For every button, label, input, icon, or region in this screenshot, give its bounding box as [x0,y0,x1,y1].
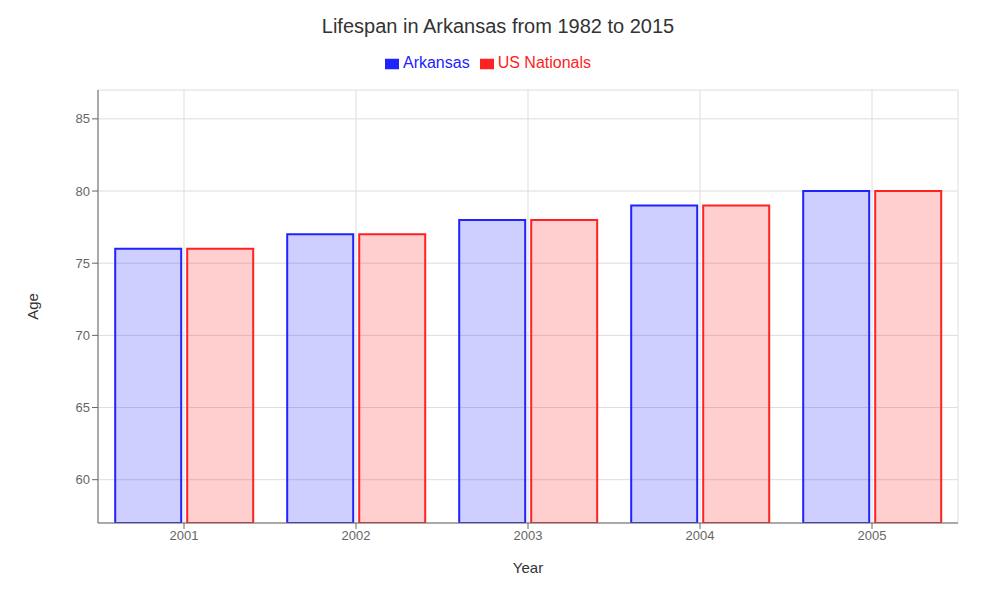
svg-text:Age: Age [24,293,41,320]
svg-text:85: 85 [76,111,90,126]
svg-text:2003: 2003 [514,528,543,543]
svg-text:75: 75 [76,256,90,271]
svg-text:70: 70 [76,328,90,343]
html-text:Arkansas: Arkansas [403,54,470,71]
html-text:US Nationals: US Nationals [497,54,591,71]
svg-text:2004: 2004 [686,528,715,543]
svg-text:Year: Year [513,559,543,576]
svg-text:80: 80 [76,184,90,199]
svg-text:2002: 2002 [342,528,371,543]
svg-text:2005: 2005 [858,528,887,543]
html-text:Lifespan in Arkansas from 1982: Lifespan in Arkansas from 1982 to 2015 [321,15,675,37]
svg-text:2001: 2001 [170,528,199,543]
svg-text:60: 60 [76,472,90,487]
svg-text:65: 65 [76,400,90,415]
